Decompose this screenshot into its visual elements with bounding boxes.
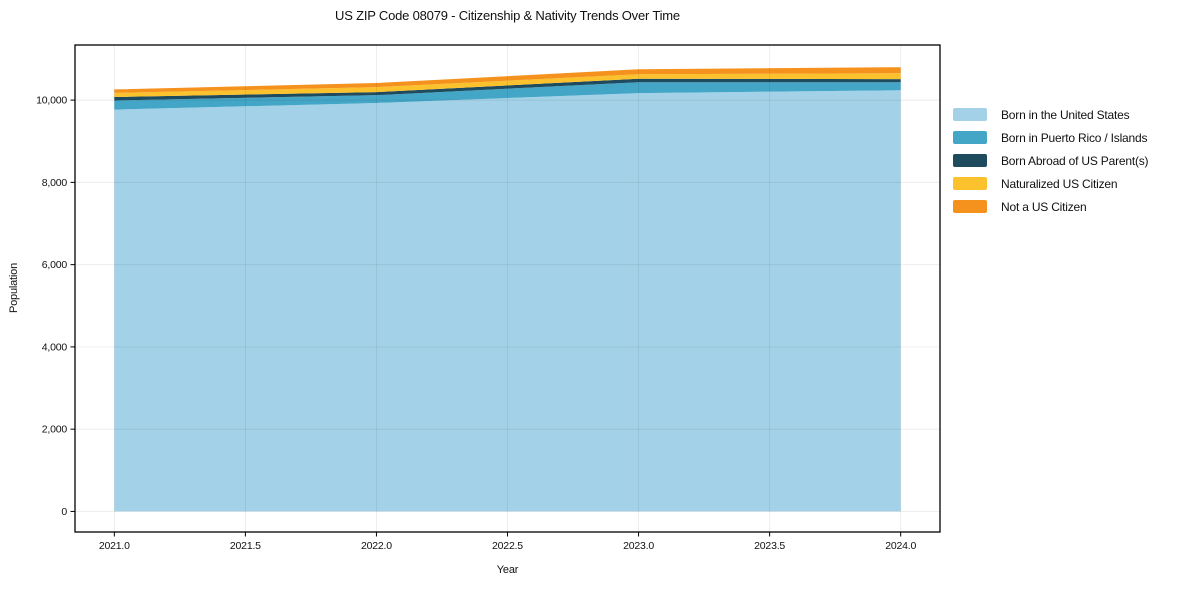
- legend-label: Born in the United States: [1001, 107, 1130, 122]
- y-tick-label: 0: [61, 506, 67, 518]
- y-tick-label: 2,000: [42, 424, 68, 436]
- x-tick-label: 2024.0: [885, 540, 916, 552]
- x-tick-label: 2021.5: [230, 540, 261, 552]
- legend-item-2: Born Abroad of US Parent(s): [953, 149, 1149, 172]
- legend-color-swatch-icon: [953, 108, 987, 121]
- area-series-3: [114, 73, 901, 98]
- x-tick-label: 2022.5: [492, 540, 523, 552]
- legend-item-1: Born in Puerto Rico / Islands: [953, 126, 1148, 149]
- area-series-0: [114, 90, 901, 512]
- y-tick-label: 8,000: [42, 177, 68, 189]
- area-series-2: [114, 78, 901, 101]
- legend-color-swatch-icon: [953, 177, 987, 190]
- y-tick-label: 10,000: [36, 95, 67, 107]
- chart-title: US ZIP Code 08079 - Citizenship & Nativi…: [335, 8, 680, 23]
- legend-color-swatch-icon: [953, 200, 987, 213]
- area-series-1: [114, 82, 901, 110]
- legend-color-swatch-icon: [953, 131, 987, 144]
- legend-item-3: Naturalized US Citizen: [953, 172, 1148, 195]
- x-tick-label: 2022.0: [361, 540, 392, 552]
- x-tick-label: 2021.0: [99, 540, 130, 552]
- y-axis-label: Population: [8, 263, 20, 313]
- legend-label: Naturalized US Citizen: [1001, 176, 1118, 191]
- y-tick-label: 4,000: [42, 341, 68, 353]
- legend-color-swatch-icon: [953, 154, 987, 167]
- legend-label: Not a US Citizen: [1001, 199, 1087, 214]
- legend-item-4: Not a US Citizen: [953, 195, 1148, 218]
- area-series-4: [114, 67, 901, 93]
- legend-label: Born in Puerto Rico / Islands: [1001, 130, 1148, 145]
- legend-label: Born Abroad of US Parent(s): [1001, 153, 1149, 168]
- x-tick-label: 2023.5: [754, 540, 785, 552]
- legend-item-0: Born in the United States: [953, 103, 1148, 126]
- x-tick-label: 2023.0: [623, 540, 654, 552]
- x-axis-label: Year: [496, 564, 519, 576]
- chart-legend: Born in the United States Born in Puerto …: [953, 103, 1149, 218]
- y-tick-label: 6,000: [42, 259, 68, 271]
